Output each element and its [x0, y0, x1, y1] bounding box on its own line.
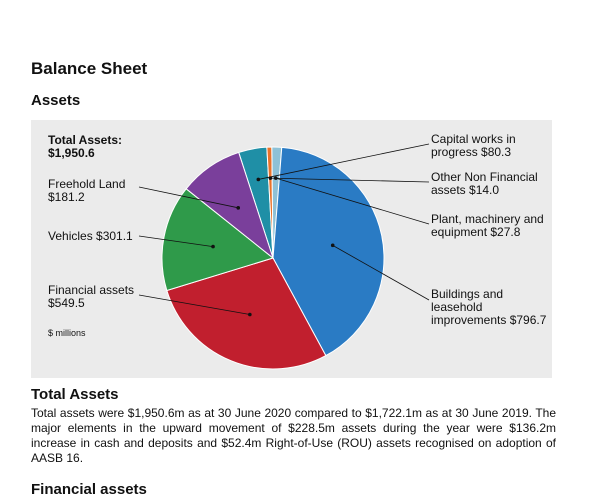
slice-label-plant-machinery: Plant, machinery and equipment $27.8 — [431, 212, 544, 239]
total-assets-paragraph: Total assets were $1,950.6m as at 30 Jun… — [31, 406, 556, 465]
leader-dot — [273, 176, 278, 180]
pie-slice-freehold-land — [185, 151, 274, 260]
chart-units-note: $ millions — [48, 328, 86, 338]
slice-label-freehold-land: Freehold Land $181.2 — [48, 177, 126, 204]
chart-total-label: Total Assets: $1,950.6 — [48, 133, 123, 160]
section-title-total-assets: Total Assets — [31, 386, 119, 403]
leader-dot — [211, 244, 215, 249]
pie-slice-vehicles — [161, 188, 275, 292]
section-title-financial-assets: Financial assets — [31, 481, 147, 498]
pie-slice-buildings-and-leasehold-improvements — [272, 146, 385, 357]
leader-line — [332, 245, 430, 301]
leader-dot — [268, 176, 273, 180]
leader-line — [138, 235, 214, 247]
page-subheading: Assets — [31, 92, 81, 109]
leader-dot — [248, 312, 252, 317]
leader-line — [138, 294, 250, 315]
leader-dot — [236, 206, 241, 210]
chart-panel: Total Assets: $1,950.6 $ millions Capita… — [31, 120, 552, 378]
leader-line — [138, 186, 239, 209]
leader-dot — [330, 243, 335, 248]
pie-chart — [138, 143, 430, 370]
slice-label-buildings: Buildings and leasehold improvements $79… — [431, 287, 547, 327]
page-heading: Balance Sheet — [31, 59, 148, 78]
slice-label-other-non-financial: Other Non Financial assets $14.0 — [431, 170, 538, 197]
slice-label-vehicles: Vehicles $301.1 — [48, 229, 133, 243]
leader-line — [258, 143, 430, 180]
slice-label-capital-works: Capital works in progress $80.3 — [431, 132, 516, 159]
leader-line — [270, 177, 430, 183]
pie-slice-financial-assets — [166, 257, 327, 370]
leader-dot — [256, 177, 261, 182]
leader-line — [275, 177, 430, 225]
slice-label-financial-assets: Financial assets $549.5 — [48, 283, 135, 310]
